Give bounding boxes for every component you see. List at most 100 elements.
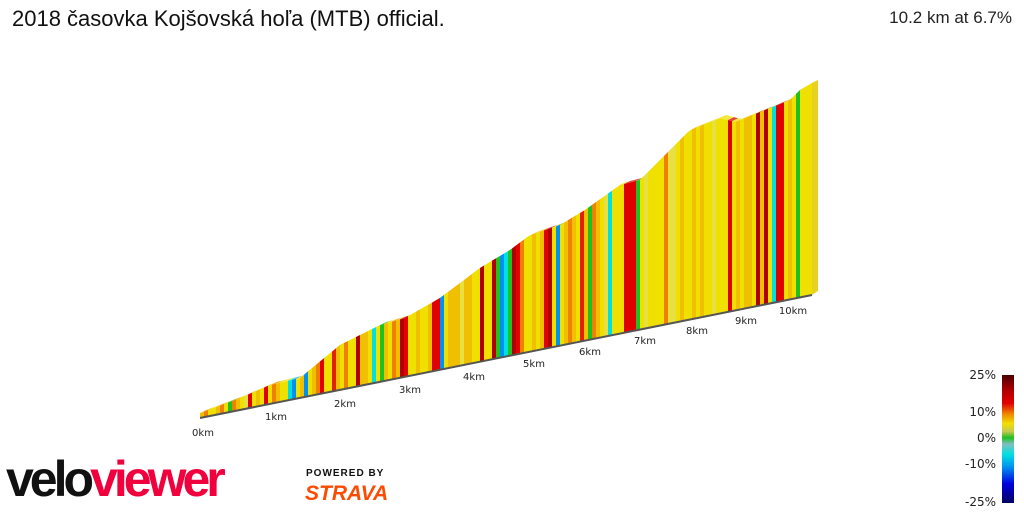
profile-top-segment xyxy=(548,224,558,229)
profile-top-segment xyxy=(216,402,226,407)
profile-gradient-segment xyxy=(456,283,460,367)
profile-top-segment xyxy=(400,315,410,320)
profile-gradient-segment xyxy=(680,136,684,322)
profile-gradient-segment xyxy=(512,245,516,356)
profile-top-segment xyxy=(244,391,254,397)
x-tick-label: 9km xyxy=(735,316,757,327)
profile-gradient-segment xyxy=(684,132,688,321)
profile-gradient-segment xyxy=(264,385,268,406)
profile-gradient-segment xyxy=(316,361,320,395)
profile-gradient-segment xyxy=(648,168,652,328)
profile-gradient-segment xyxy=(516,242,520,355)
profile-top-segment xyxy=(724,116,734,121)
profile-gradient-segment xyxy=(732,121,736,312)
profile-gradient-segment xyxy=(580,210,584,342)
profile-top-segment xyxy=(380,320,390,325)
legend-label: 10% xyxy=(969,405,996,419)
legend-label: -25% xyxy=(964,495,996,509)
profile-gradient-segment xyxy=(200,411,204,418)
profile-gradient-segment xyxy=(628,182,632,332)
profile-gradient-segment xyxy=(720,118,724,314)
profile-gradient-segment xyxy=(496,256,500,359)
profile-gradient-segment xyxy=(424,304,428,373)
page-title: 2018 časovka Kojšovská hoľa (MTB) offici… xyxy=(12,6,445,31)
strava-logo: STRAVA xyxy=(305,482,389,505)
profile-gradient-segment xyxy=(292,378,296,400)
profile-gradient-segment xyxy=(636,180,640,331)
profile-gradient-segment xyxy=(420,307,424,374)
profile-top-segment xyxy=(744,113,754,119)
profile-gradient-segment xyxy=(764,108,768,305)
profile-gradient-segment xyxy=(484,263,488,361)
profile-gradient-segment xyxy=(596,199,600,339)
profile-top-segment xyxy=(732,118,742,122)
profile-gradient-segment xyxy=(740,118,744,310)
profile-gradient-segment xyxy=(552,226,556,348)
profile-gradient-segment xyxy=(640,176,644,330)
profile-gradient-segment xyxy=(260,387,264,406)
profile-gradient-segment xyxy=(252,391,256,408)
profile-gradient-segment xyxy=(468,274,472,365)
x-tick-label: 4km xyxy=(463,372,485,383)
profile-top-segment xyxy=(756,109,766,114)
profile-gradient-segment xyxy=(616,185,620,335)
profile-gradient-segment xyxy=(376,325,380,383)
x-tick-label: 2km xyxy=(334,399,356,410)
profile-gradient-segment xyxy=(788,98,792,300)
profile-gradient-segment xyxy=(244,394,248,410)
profile-gradient-segment xyxy=(644,172,648,329)
profile-gradient-segment xyxy=(388,321,392,381)
profile-gradient-segment xyxy=(384,322,388,382)
profile-gradient-segment xyxy=(808,83,812,296)
profile-gradient-segment xyxy=(656,160,660,327)
profile-top-segment xyxy=(228,398,238,403)
profile-gradient-segment xyxy=(280,381,284,402)
profile-gradient-segment xyxy=(556,225,560,347)
profile-gradient-segment xyxy=(508,248,512,357)
profile-gradient-segment xyxy=(452,286,456,368)
profile-gradient-segment xyxy=(360,333,364,386)
segment-summary: 10.2 km at 6.7% xyxy=(889,8,1012,27)
profile-top-segment xyxy=(252,388,262,393)
profile-top-segment xyxy=(388,318,398,323)
profile-gradient-segment xyxy=(464,277,468,365)
profile-gradient-segment xyxy=(744,116,748,309)
profile-top-segment xyxy=(628,179,638,183)
profile-top-segment xyxy=(212,404,222,409)
profile-top-segment xyxy=(692,124,702,130)
profile-gradient-segment xyxy=(448,289,452,369)
profile-gradient-segment xyxy=(304,371,308,398)
profile-gradient-segment xyxy=(756,112,760,307)
profile-top-segment xyxy=(696,123,706,128)
profile-gradient-segment xyxy=(400,318,404,378)
profile-gradient-segment xyxy=(632,181,636,332)
profile-top-segment xyxy=(276,379,286,384)
profile-top-segment xyxy=(780,99,790,104)
profile-gradient-segment xyxy=(228,401,232,413)
profile-gradient-segment xyxy=(676,140,680,323)
profile-gradient-segment xyxy=(256,389,260,407)
profile-top-segment xyxy=(700,121,710,126)
profile-gradient-segment xyxy=(588,205,592,341)
profile-top-segment xyxy=(552,223,562,228)
profile-gradient-segment xyxy=(708,121,712,316)
profile-top-segment xyxy=(236,395,246,400)
profile-gradient-segment xyxy=(220,404,224,414)
profile-top-segment xyxy=(288,376,298,381)
profile-gradient-segment xyxy=(352,337,356,388)
profile-top-segment xyxy=(772,102,782,108)
profile-top-segment xyxy=(540,227,550,232)
profile-top-segment xyxy=(280,378,290,383)
profile-gradient-segment xyxy=(416,309,420,375)
profile-gradient-segment xyxy=(520,239,524,354)
profile-top-segment xyxy=(740,115,750,120)
profile-gradient-segment xyxy=(396,319,400,379)
profile-gradient-segment xyxy=(604,193,608,337)
profile-gradient-segment xyxy=(540,230,544,350)
profile-gradient-segment xyxy=(328,351,332,393)
profile-top-segment xyxy=(760,107,770,112)
profile-gradient-segment xyxy=(340,343,344,390)
profile-gradient-segment xyxy=(660,156,664,326)
profile-gradient-segment xyxy=(476,268,480,363)
